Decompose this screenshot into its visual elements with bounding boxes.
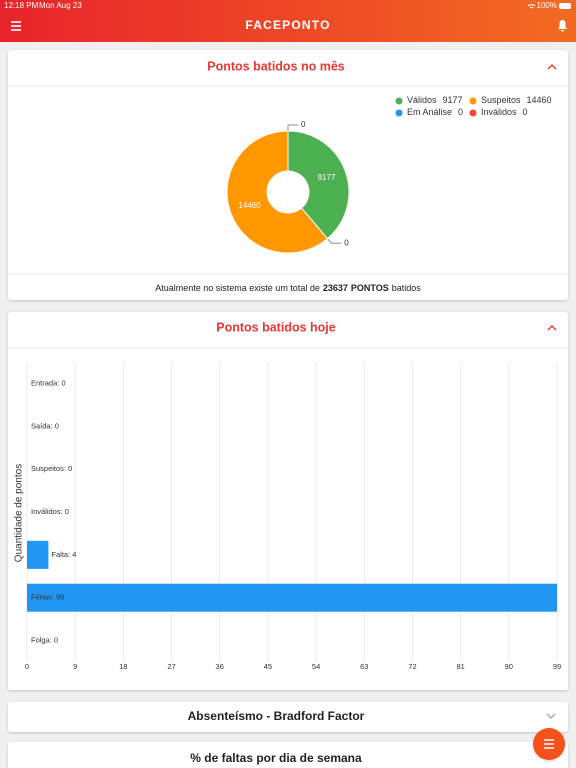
notifications-button[interactable] <box>558 20 567 32</box>
x-tick-label: 54 <box>312 662 320 671</box>
bar-label: Entrada: 0 <box>31 378 66 387</box>
wifi-icon <box>527 4 536 9</box>
app-bar <box>0 0 576 42</box>
battery-icon <box>559 3 571 9</box>
legend-entry: Em Análise 0 <box>407 107 463 117</box>
total-suffix: batidos <box>392 283 422 293</box>
donut-slice <box>226 130 329 254</box>
card <box>8 312 568 690</box>
x-tick-label: 63 <box>360 662 368 671</box>
slice-label: 0 <box>344 238 349 247</box>
bar <box>27 583 557 612</box>
card-title: Pontos batidos no mês <box>207 59 345 73</box>
y-axis-label: Quantidade de pontos <box>14 464 25 562</box>
bar-label: Férias: 99 <box>31 593 64 602</box>
leader-line <box>327 238 342 244</box>
card-title: % de faltas por dia de semana <box>190 751 362 765</box>
card-title: Pontos batidos hoje <box>216 320 335 334</box>
bar-label: Falta: 4 <box>51 550 76 559</box>
slice-label: 9177 <box>318 173 336 182</box>
legend-label: Inválidos <box>481 107 517 117</box>
total-text: Atualmente no sistema existe um total de… <box>155 283 421 293</box>
x-tick-label: 45 <box>264 662 272 671</box>
slice-label: 14460 <box>238 201 261 210</box>
bar-label: Inválidos: 0 <box>31 507 69 516</box>
legend-entry: Suspeitos 14460 <box>481 95 552 105</box>
app-title: FACEPONTO <box>245 18 330 32</box>
x-tick-label: 18 <box>119 662 127 671</box>
x-tick-label: 0 <box>25 662 29 671</box>
x-tick-label: 72 <box>408 662 416 671</box>
bar-label: Folga: 0 <box>31 636 58 645</box>
legend-label: Em Análise <box>407 107 452 117</box>
x-tick-label: 99 <box>553 662 561 671</box>
status-date: Mon Aug 23 <box>39 1 82 10</box>
legend-label: Válidos <box>407 95 437 105</box>
x-tick-label: 36 <box>216 662 224 671</box>
fab-menu[interactable] <box>533 728 565 760</box>
bar-label: Saída: 0 <box>31 421 59 430</box>
x-tick-label: 81 <box>456 662 464 671</box>
legend-value: 9177 <box>443 95 463 105</box>
battery-level: 100% <box>537 1 557 10</box>
slice-label: 0 <box>301 120 306 129</box>
legend-label: Suspeitos <box>481 95 521 105</box>
legend-entry: Inválidos 0 <box>481 107 528 117</box>
collapse-button[interactable] <box>547 325 557 331</box>
expand-button[interactable] <box>546 713 556 719</box>
card[interactable] <box>8 742 568 768</box>
donut-slice <box>287 130 350 240</box>
bar <box>27 540 49 569</box>
card-title: Absenteísmo - Bradford Factor <box>188 709 365 723</box>
card <box>8 50 568 300</box>
x-tick-label: 90 <box>505 662 513 671</box>
leader-line <box>287 124 298 131</box>
legend-marker <box>469 109 477 117</box>
collapse-button[interactable] <box>547 64 557 70</box>
legend-entry: Válidos 9177 <box>407 95 463 105</box>
total-unit: PONTOS <box>351 283 389 293</box>
card[interactable] <box>8 702 568 732</box>
x-tick-label: 27 <box>167 662 175 671</box>
legend-marker <box>395 97 403 105</box>
legend-value: 0 <box>458 107 463 117</box>
legend-value: 0 <box>523 107 528 117</box>
total-value: 23637 <box>323 283 348 293</box>
total-prefix: Atualmente no sistema existe um total de <box>155 283 320 293</box>
status-time: 12:18 PM <box>4 1 39 10</box>
menu-button[interactable] <box>11 21 21 31</box>
legend-marker <box>395 109 403 117</box>
bar-label: Suspeitos: 0 <box>31 464 72 473</box>
legend-value: 14460 <box>527 95 552 105</box>
legend-marker <box>469 97 477 105</box>
x-tick-label: 9 <box>73 662 77 671</box>
